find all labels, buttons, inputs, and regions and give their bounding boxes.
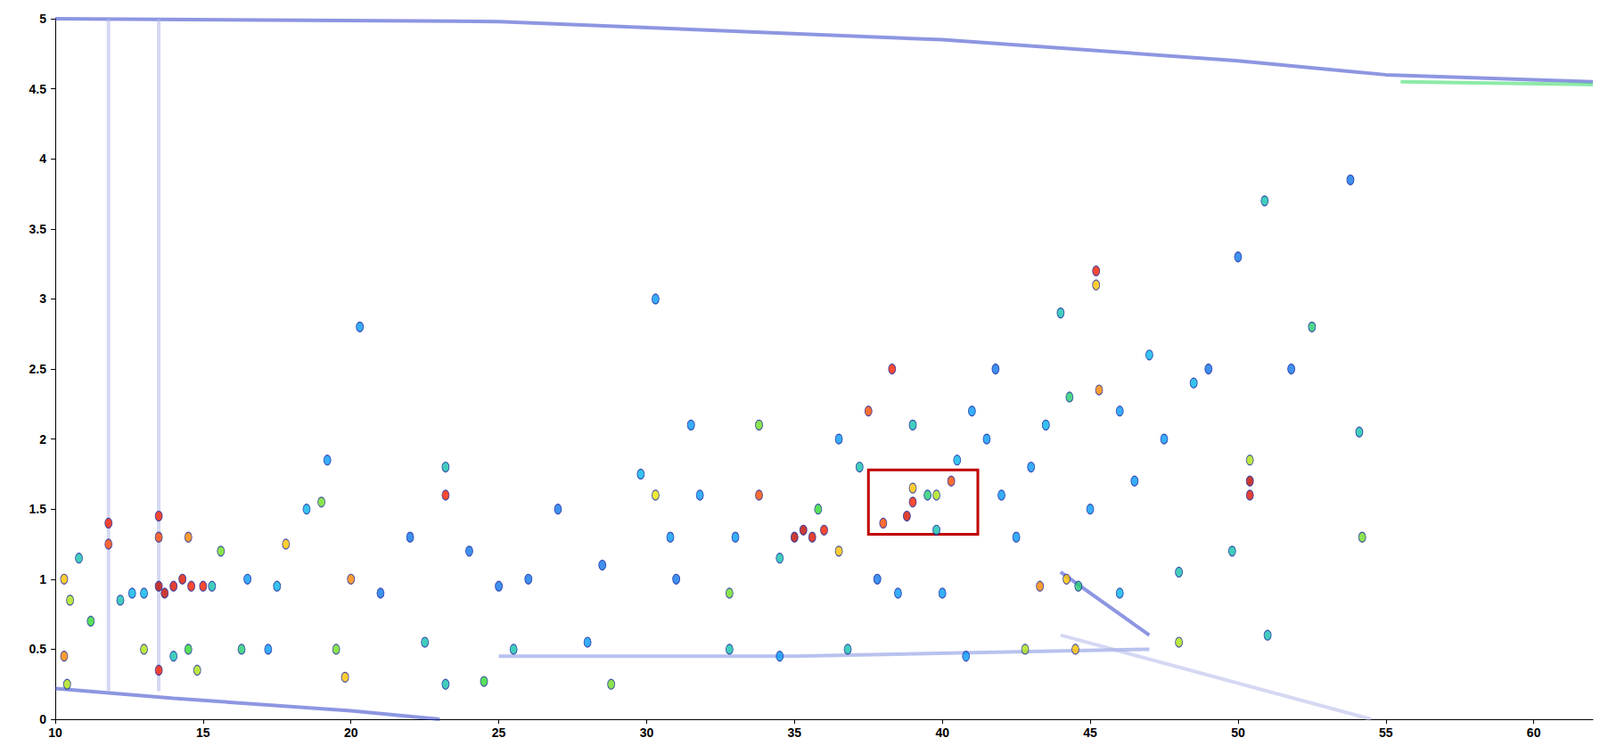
svg-text:20: 20: [344, 725, 359, 740]
svg-text:45: 45: [1083, 725, 1098, 740]
svg-text:55: 55: [1378, 725, 1394, 740]
svg-text:30: 30: [640, 725, 655, 740]
svg-text:10: 10: [48, 725, 63, 740]
svg-text:4: 4: [39, 151, 47, 166]
svg-text:5: 5: [39, 11, 47, 26]
svg-text:2.5: 2.5: [29, 361, 48, 377]
svg-text:40: 40: [935, 725, 950, 740]
svg-text:35: 35: [787, 725, 803, 740]
svg-text:25: 25: [492, 725, 507, 740]
svg-text:60: 60: [1526, 725, 1542, 740]
svg-text:3: 3: [39, 291, 47, 306]
svg-text:2: 2: [39, 432, 47, 447]
svg-text:0: 0: [39, 712, 47, 727]
svg-text:4.5: 4.5: [29, 82, 48, 97]
svg-text:1: 1: [39, 572, 47, 587]
svg-text:0.5: 0.5: [29, 641, 48, 657]
svg-text:3.5: 3.5: [29, 221, 48, 237]
svg-text:1.5: 1.5: [29, 501, 48, 517]
svg-text:50: 50: [1230, 725, 1246, 740]
svg-text:15: 15: [196, 725, 211, 740]
